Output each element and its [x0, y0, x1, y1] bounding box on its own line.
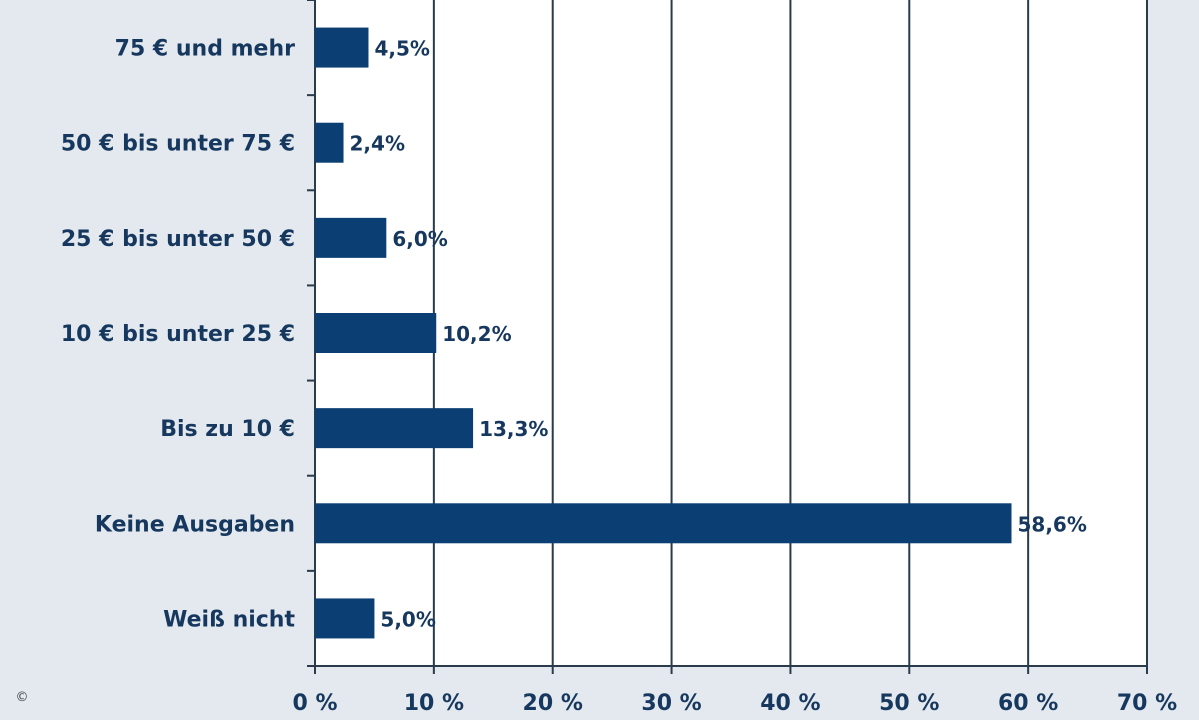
x-tick-label: 50 %: [879, 691, 939, 716]
x-tick-label: 10 %: [404, 691, 464, 716]
plot-area: [315, 0, 1147, 666]
data-label: 5,0%: [380, 607, 435, 631]
data-label: 6,0%: [392, 227, 447, 251]
data-label: 13,3%: [479, 417, 548, 441]
data-label: 4,5%: [374, 37, 429, 61]
bar: [315, 598, 375, 639]
category-label: Keine Ausgaben: [95, 512, 295, 537]
x-tick-label: 20 %: [523, 691, 583, 716]
data-label: 10,2%: [442, 322, 511, 346]
x-tick-label: 60 %: [998, 691, 1058, 716]
x-tick-label: 30 %: [641, 691, 701, 716]
x-tick-label: 40 %: [760, 691, 820, 716]
bar: [315, 408, 474, 449]
bar: [315, 27, 369, 68]
bar: [315, 313, 437, 353]
bar: [315, 503, 1012, 544]
bar: [315, 217, 387, 258]
category-label: Bis zu 10 €: [160, 417, 295, 442]
bar: [315, 122, 344, 163]
x-tick-label: 0 %: [292, 691, 337, 716]
x-tick-label: 70 %: [1117, 691, 1177, 716]
category-label: 50 € bis unter 75 €: [61, 132, 295, 157]
category-label: 25 € bis unter 50 €: [61, 227, 295, 252]
category-label: 75 € und mehr: [115, 37, 295, 62]
category-label: Weiß nicht: [163, 607, 295, 632]
data-label: 58,6%: [1018, 512, 1087, 536]
data-label: 2,4%: [350, 132, 405, 156]
category-label: 10 € bis unter 25 €: [61, 322, 295, 347]
copyright-icon: ©: [15, 690, 29, 705]
